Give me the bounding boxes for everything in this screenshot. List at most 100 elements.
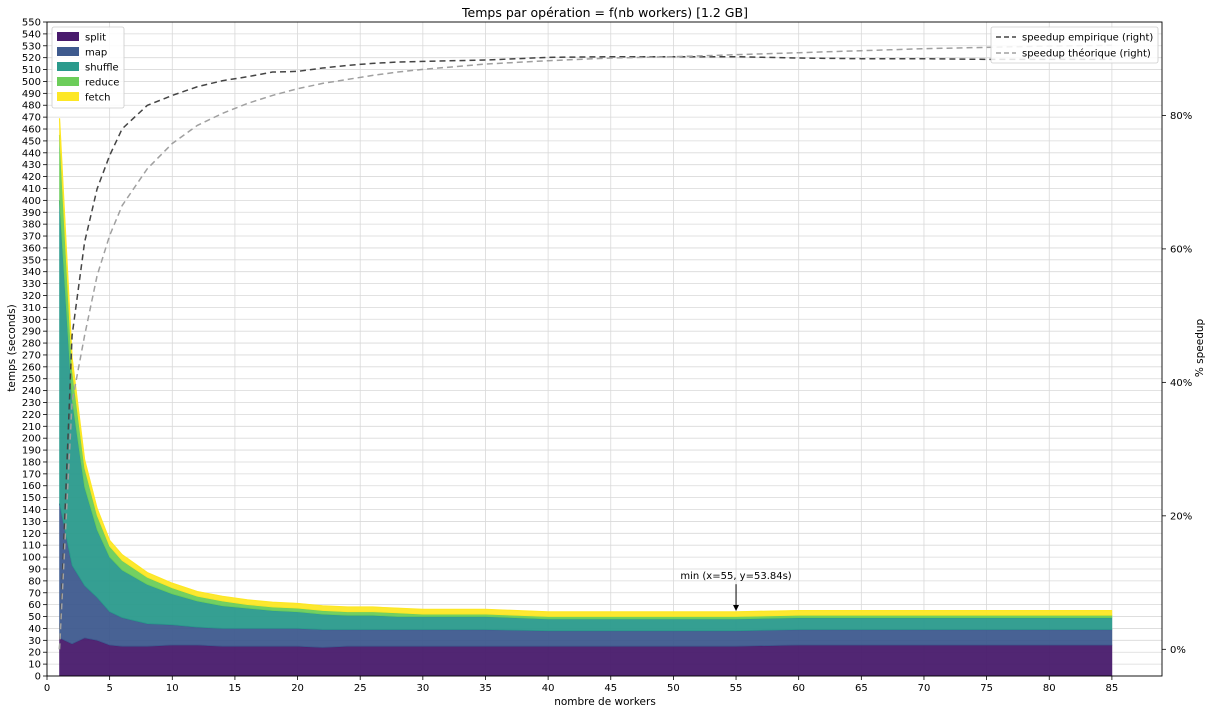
legend-swatch-reduce: [57, 77, 79, 86]
y-tick-label: 440: [22, 148, 41, 159]
y-tick-label: 210: [22, 422, 41, 433]
y2-tick-label: 20%: [1170, 511, 1192, 522]
x-tick-label: 15: [229, 683, 242, 694]
x-tick-label: 55: [730, 683, 743, 694]
x-tick-label: 45: [604, 683, 617, 694]
annotation-group: min (x=55, y=53.84s): [680, 571, 792, 611]
y-tick-label: 290: [22, 327, 41, 338]
x-tick-label: 50: [667, 683, 680, 694]
legend-label-shuffle: shuffle: [85, 63, 119, 74]
y-tick-label: 130: [22, 517, 41, 528]
area-edge-fetch: [58, 118, 1112, 613]
y-tick-label: 310: [22, 303, 41, 314]
plot-background: [47, 22, 1162, 676]
legend-swatch-shuffle: [57, 62, 79, 71]
y-tick-label: 60: [28, 600, 41, 611]
legend-label-fetch: fetch: [85, 93, 110, 104]
y-tick-label: 170: [22, 469, 41, 480]
legend-label-map: map: [85, 48, 107, 59]
y-tick-label: 80: [28, 576, 41, 587]
y-tick-label: 280: [22, 339, 41, 350]
legend-swatch-map: [57, 47, 79, 56]
y-tick-label: 100: [22, 553, 41, 564]
y-tick-label: 490: [22, 89, 41, 100]
y-tick-label: 480: [22, 101, 41, 112]
plot-frame: [46, 21, 1163, 677]
legend-swatch-fetch: [57, 92, 79, 101]
y-tick-label: 140: [22, 505, 41, 516]
y-tick-label: 500: [22, 77, 41, 88]
legend-label-split: split: [85, 33, 106, 44]
grid-lines: [46, 21, 1162, 677]
y-tick-label: 510: [22, 65, 41, 76]
y-tick-label: 270: [22, 350, 41, 361]
legend-line-label-0: speedup empirique (right): [1022, 33, 1153, 44]
y-tick-label: 300: [22, 315, 41, 326]
y-tick-label: 340: [22, 267, 41, 278]
y-tick-label: 260: [22, 362, 41, 373]
y-tick-label: 370: [22, 232, 41, 243]
y-tick-label: 230: [22, 398, 41, 409]
min-annotation-arrowhead: [733, 604, 740, 611]
y-tick-label: 460: [22, 125, 41, 136]
y-tick-label: 220: [22, 410, 41, 421]
y-tick-label: 550: [22, 18, 41, 29]
y-tick-label: 30: [28, 636, 41, 647]
y-tick-label: 10: [28, 660, 41, 671]
x-tick-label: 10: [166, 683, 179, 694]
legend-label-reduce: reduce: [85, 78, 119, 89]
x-tick-label: 25: [354, 683, 367, 694]
y-tick-label: 70: [28, 588, 41, 599]
y2-tick-label: 60%: [1170, 244, 1192, 255]
speedup-empirique-line: [58, 55, 1112, 650]
y-tick-label: 350: [22, 255, 41, 266]
y-tick-label: 390: [22, 208, 41, 219]
y-tick-label: 520: [22, 53, 41, 64]
legend-line-label-1: speedup théorique (right): [1022, 48, 1151, 60]
y-tick-label: 200: [22, 434, 41, 445]
y-tick-label: 450: [22, 136, 41, 147]
chart-title: Temps par opération = f(nb workers) [1.2…: [461, 5, 748, 20]
y-tick-label: 250: [22, 374, 41, 385]
x-tick-label: 20: [291, 683, 304, 694]
y-tick-label: 380: [22, 220, 41, 231]
y-tick-label: 400: [22, 196, 41, 207]
x-tick-label: 60: [792, 683, 805, 694]
x-tick-label: 40: [542, 683, 555, 694]
min-annotation-text: min (x=55, y=53.84s): [680, 571, 791, 582]
speedup-lines: [58, 44, 1112, 650]
x-axis-label: nombre de workers: [554, 696, 656, 708]
y-tick-label: 40: [28, 624, 41, 635]
area-series: [58, 118, 1113, 677]
x-tick-label: 0: [44, 683, 50, 694]
y-axis-label: temps (seconds): [6, 304, 18, 391]
y-tick-label: 0: [35, 672, 41, 683]
y-tick-label: 190: [22, 446, 41, 457]
y2-tick-label: 0%: [1170, 645, 1186, 656]
y-tick-label: 420: [22, 172, 41, 183]
y-tick-label: 180: [22, 457, 41, 468]
y-tick-label: 160: [22, 481, 41, 492]
y-tick-label: 240: [22, 386, 41, 397]
y-tick-label: 360: [22, 243, 41, 254]
y-tick-label: 20: [28, 648, 41, 659]
y-tick-label: 90: [28, 564, 41, 575]
y-tick-label: 530: [22, 41, 41, 52]
x-tick-label: 35: [479, 683, 492, 694]
x-tick-label: 5: [106, 683, 112, 694]
speedup-theorique-line: [58, 44, 1112, 650]
x-tick-label: 80: [1043, 683, 1056, 694]
y-tick-label: 540: [22, 29, 41, 40]
x-tick-label: 65: [855, 683, 868, 694]
x-tick-label: 30: [416, 683, 429, 694]
y-tick-label: 150: [22, 493, 41, 504]
y-tick-label: 320: [22, 291, 41, 302]
y-tick-label: 110: [22, 541, 41, 552]
y-tick-label: 470: [22, 113, 41, 124]
y-tick-label: 430: [22, 160, 41, 171]
y-tick-label: 330: [22, 279, 41, 290]
legend-swatch-split: [57, 32, 79, 41]
y2-axis-label: % speedup: [1194, 318, 1206, 377]
